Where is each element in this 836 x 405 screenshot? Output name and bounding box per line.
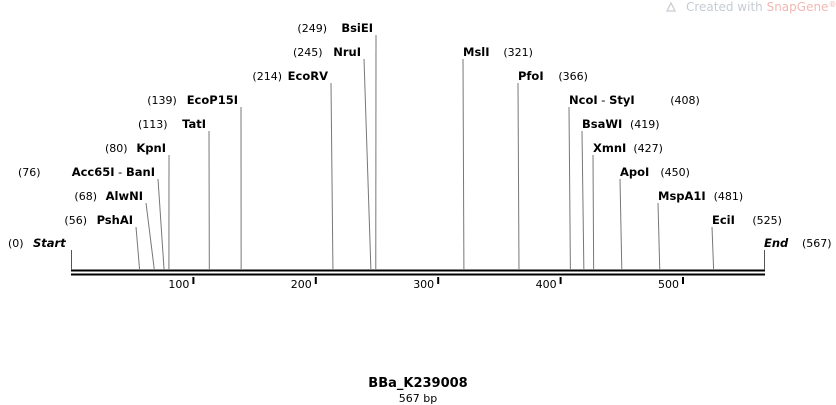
site-connector bbox=[657, 202, 661, 270]
restriction-sites: PshAI (56) AlwNI (68) Acc65I - BanI (76) KpnI (… bbox=[18, 21, 782, 270]
sequence-backbone bbox=[71, 269, 765, 276]
watermark-prefix: Created with bbox=[686, 0, 767, 14]
site-position: (80) bbox=[105, 142, 128, 155]
scale-tick-label: 100 bbox=[168, 278, 189, 291]
site-name-secondary: StyI bbox=[609, 93, 635, 107]
site-name: EcoRV bbox=[288, 69, 328, 83]
site-position: (56) bbox=[64, 214, 87, 227]
site-position: (245) bbox=[293, 46, 323, 59]
site-position: (408) bbox=[670, 94, 700, 107]
site-position: (113) bbox=[138, 118, 168, 131]
site-bsiei: BsiEI (249) bbox=[297, 21, 377, 270]
start-position: (0) bbox=[8, 237, 24, 250]
site-pshai: PshAI (56) bbox=[64, 213, 141, 270]
site-name: AlwNI bbox=[106, 189, 143, 203]
end-marker: End (567) bbox=[764, 236, 832, 270]
site-connector bbox=[568, 106, 571, 270]
site-connector bbox=[330, 82, 334, 270]
site-name-separator: - bbox=[598, 93, 609, 107]
scale-tick-label: 300 bbox=[413, 278, 434, 291]
site-name: KpnI bbox=[136, 141, 166, 155]
scale-tick-label: 200 bbox=[291, 278, 312, 291]
site-position: (450) bbox=[660, 166, 690, 179]
site-ncoi: NcoI - StyI (408) bbox=[568, 93, 700, 270]
site-tati: TatI (113) bbox=[138, 117, 210, 270]
site-pfoi: PfoI (366) bbox=[517, 69, 588, 270]
site-connector bbox=[462, 58, 465, 270]
site-alwni: AlwNI (68) bbox=[74, 189, 155, 270]
scale-tick-label: 500 bbox=[658, 278, 679, 291]
start-label: Start bbox=[33, 236, 66, 250]
site-ecorv: EcoRV (214) bbox=[252, 69, 334, 270]
watermark-brand: SnapGene bbox=[767, 0, 829, 14]
site-xmni: XmnI (427) bbox=[592, 141, 663, 270]
site-connector bbox=[517, 82, 520, 270]
site-name: Acc65I - BanI bbox=[72, 165, 155, 179]
site-position: (321) bbox=[503, 46, 533, 59]
snapgene-logo-icon bbox=[666, 1, 676, 12]
site-name: EciI bbox=[712, 213, 735, 227]
scale-ticks: 100 200 300 400 500 bbox=[168, 277, 684, 291]
site-connector bbox=[145, 202, 155, 270]
site-position: (525) bbox=[752, 214, 782, 227]
site-ecii: EciI (525) bbox=[711, 213, 782, 270]
site-name-separator: - bbox=[115, 165, 126, 179]
site-name: NcoI - StyI bbox=[569, 93, 635, 107]
site-name: PshAI bbox=[97, 213, 133, 227]
site-connector bbox=[711, 226, 715, 270]
site-name: BsiEI bbox=[341, 21, 373, 35]
site-msli: MslI (321) bbox=[462, 45, 533, 270]
construct-length: 567 bp bbox=[399, 392, 437, 405]
site-position: (481) bbox=[714, 190, 744, 203]
construct-name: BBa_K239008 bbox=[368, 376, 467, 391]
site-name: MslI bbox=[463, 45, 490, 59]
site-connector bbox=[581, 130, 585, 270]
start-marker: (0) Start bbox=[8, 236, 72, 270]
site-acc65i: Acc65I - BanI (76) bbox=[18, 165, 165, 270]
site-position: (68) bbox=[74, 190, 97, 203]
site-name-primary: Acc65I bbox=[72, 165, 115, 179]
site-position: (249) bbox=[297, 22, 327, 35]
site-position: (427) bbox=[633, 142, 663, 155]
site-position: (214) bbox=[252, 70, 282, 83]
site-name: PfoI bbox=[518, 69, 544, 83]
site-connector bbox=[135, 226, 141, 270]
site-position: (76) bbox=[18, 166, 41, 179]
site-kpni: KpnI (80) bbox=[105, 141, 170, 270]
site-connector bbox=[363, 58, 372, 270]
site-connector bbox=[619, 178, 623, 270]
scale-tick-label: 400 bbox=[536, 278, 557, 291]
site-mspa1i: MspA1I (481) bbox=[657, 189, 744, 270]
snapgene-watermark: Created with SnapGene® bbox=[666, 0, 836, 14]
site-position: (139) bbox=[147, 94, 177, 107]
site-ecop15i: EcoP15I (139) bbox=[147, 93, 242, 270]
site-name: TatI bbox=[182, 117, 206, 131]
watermark-mark: ® bbox=[828, 0, 836, 9]
site-bsawi: BsaWI (419) bbox=[581, 117, 660, 270]
site-connector bbox=[157, 178, 165, 270]
site-name-primary: NcoI bbox=[569, 93, 598, 107]
site-name: EcoP15I bbox=[187, 93, 238, 107]
site-name: XmnI bbox=[593, 141, 626, 155]
site-position: (419) bbox=[630, 118, 660, 131]
site-connector bbox=[592, 154, 595, 270]
site-name: ApoI bbox=[620, 165, 649, 179]
site-name-secondary: BanI bbox=[126, 165, 155, 179]
site-nrui: NruI (245) bbox=[293, 45, 372, 270]
site-position: (366) bbox=[558, 70, 588, 83]
site-name: NruI bbox=[333, 45, 361, 59]
end-label: End bbox=[764, 236, 789, 250]
site-name: MspA1I bbox=[658, 189, 706, 203]
site-apoi: ApoI (450) bbox=[619, 165, 690, 270]
site-name: BsaWI bbox=[582, 117, 622, 131]
svg-text:Created with SnapGene®: Created with SnapGene® bbox=[686, 0, 836, 14]
end-position: (567) bbox=[802, 237, 832, 250]
